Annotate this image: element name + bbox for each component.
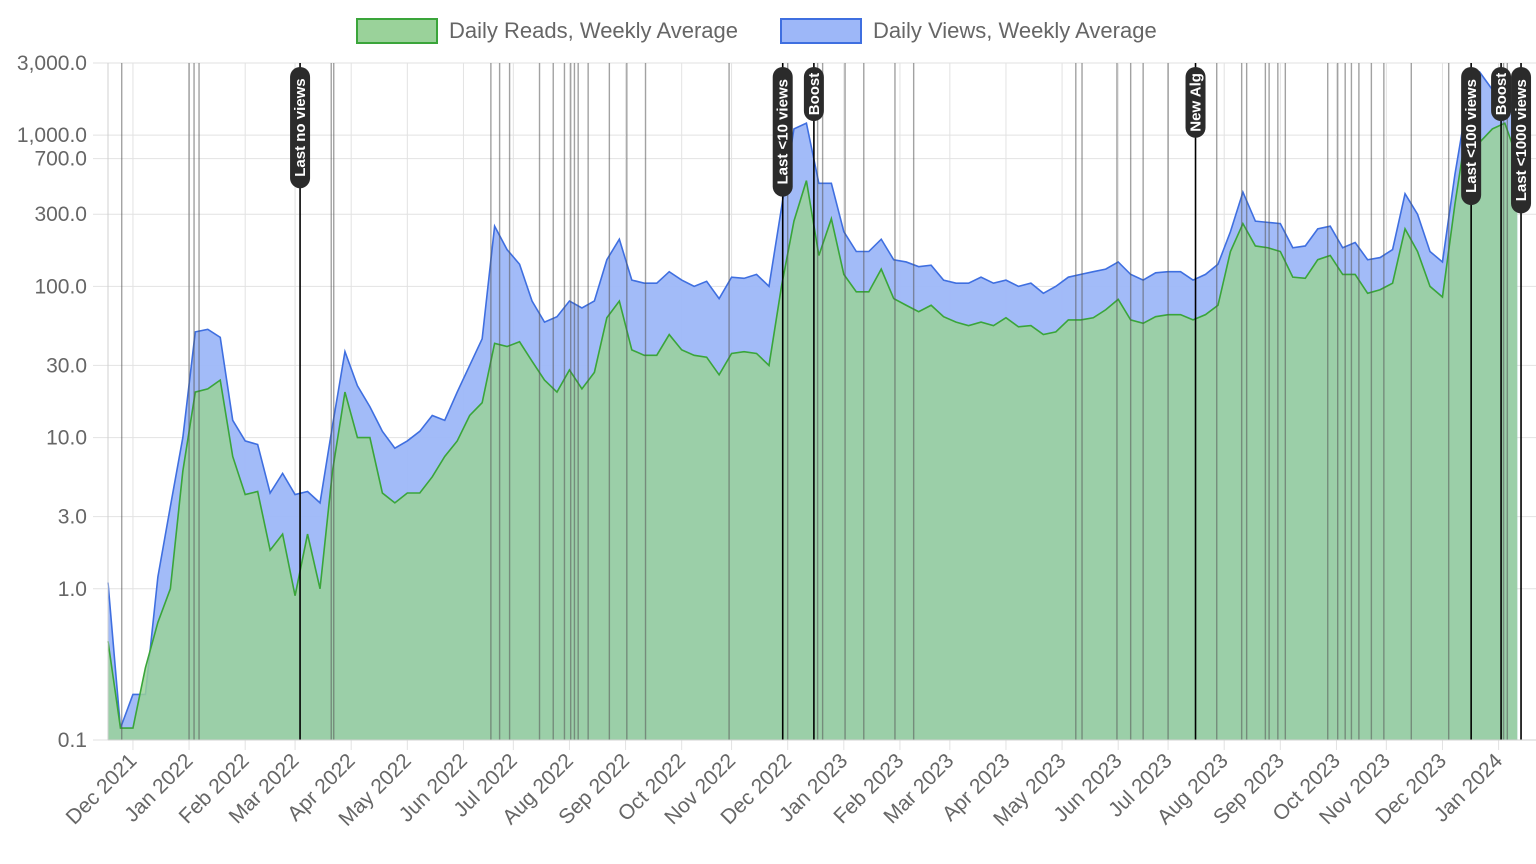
annotation-text: New Alg bbox=[1188, 73, 1205, 132]
annotation-pill bbox=[1461, 67, 1482, 205]
annotation-pill bbox=[290, 67, 311, 189]
annotation-pill bbox=[1185, 67, 1206, 138]
annotation-text: Boost bbox=[806, 73, 823, 116]
annotation-label: New Alg bbox=[1185, 67, 1206, 138]
annotation-pill bbox=[772, 67, 793, 197]
annotation-label: Last <1000 views bbox=[1511, 67, 1532, 214]
annotation-text: Last no views bbox=[292, 78, 309, 176]
annotation-layer: Last no views Last <10 views Boost New Alg L… bbox=[290, 67, 1532, 214]
legend-label-reads: Daily Reads, Weekly Average bbox=[449, 18, 738, 43]
y-tick-label: 1,000.0 bbox=[17, 124, 87, 147]
y-tick-label: 700.0 bbox=[34, 148, 87, 171]
annotation-pill bbox=[803, 67, 824, 121]
legend[interactable]: Daily Reads, Weekly Average Daily Views,… bbox=[356, 18, 1157, 44]
y-tick-label: 10.0 bbox=[46, 427, 87, 450]
y-tick-label: 1.0 bbox=[58, 578, 87, 601]
annotation-text: Last <1000 views bbox=[1513, 79, 1530, 201]
legend-swatch-reads bbox=[356, 18, 438, 44]
legend-item-reads[interactable]: Daily Reads, Weekly Average bbox=[356, 18, 738, 44]
y-tick-label: 300.0 bbox=[34, 203, 87, 226]
annotation-label: Last no views bbox=[290, 67, 311, 189]
annotation-label: Last <10 views bbox=[772, 67, 793, 197]
series-line-reads bbox=[107, 120, 1519, 729]
annotation-text: Last <100 views bbox=[1463, 79, 1480, 193]
area-layer bbox=[107, 70, 1519, 741]
y-tick-label: 3.0 bbox=[58, 506, 87, 529]
series-line-views bbox=[107, 70, 1519, 729]
area-fill-reads bbox=[108, 123, 1518, 741]
y-tick-label: 100.0 bbox=[34, 275, 87, 298]
y-tick-label: 3,000.0 bbox=[17, 52, 87, 75]
annotation-label: Boost bbox=[803, 67, 824, 121]
annotation-pill bbox=[1511, 67, 1532, 214]
y-tick-label: 30.0 bbox=[46, 354, 87, 377]
legend-swatch-views bbox=[780, 18, 862, 44]
annotation-text: Last <10 views bbox=[775, 79, 792, 184]
y-tick-label: 0.1 bbox=[58, 729, 87, 752]
legend-item-views[interactable]: Daily Views, Weekly Average bbox=[780, 18, 1157, 44]
annotation-label: Last <100 views bbox=[1461, 67, 1482, 205]
annotation-label: Boost bbox=[1491, 67, 1512, 121]
annotation-pill bbox=[1491, 67, 1512, 121]
annotation-text: Boost bbox=[1493, 73, 1510, 116]
legend-label-views: Daily Views, Weekly Average bbox=[873, 18, 1157, 43]
